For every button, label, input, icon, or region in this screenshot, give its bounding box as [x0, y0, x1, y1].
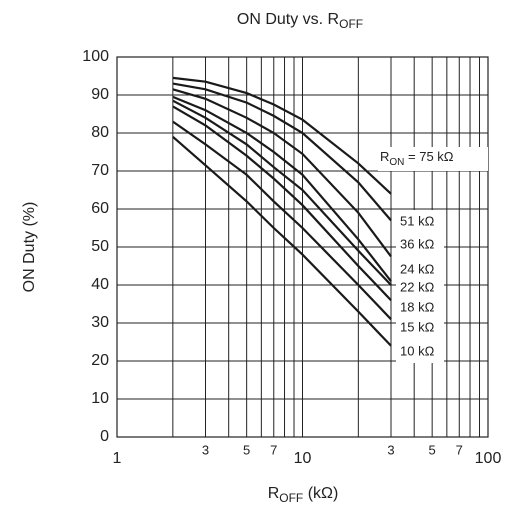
y-tick-label: 90 [91, 86, 109, 103]
chart-title: ON Duty vs. ROFF [237, 11, 363, 31]
curve [172, 105, 392, 301]
label-part: R [380, 149, 389, 164]
x-tick-label: 5 [429, 442, 436, 457]
x-tick-label: 3 [387, 442, 394, 457]
y-tick-label: 30 [91, 314, 109, 331]
legend-entry: 24 kΩ [400, 261, 435, 276]
curve [172, 82, 392, 222]
x-tick-label: 7 [270, 442, 277, 457]
curve [172, 88, 392, 258]
series-label: RON = 75 kΩ [380, 149, 454, 167]
legend-entry: 36 kΩ [400, 236, 435, 251]
x-tick-label: 7 [456, 442, 463, 457]
label-part: ON [389, 157, 404, 168]
legend-entry: 22 kΩ [400, 279, 435, 294]
y-tick-label: 40 [91, 276, 109, 293]
x-axis-label: ROFF (kΩ) [268, 485, 339, 505]
legend-entry: 75 kΩ [419, 149, 454, 164]
y-tick-label: 100 [82, 48, 109, 65]
label-background [396, 210, 444, 363]
y-tick-label: 50 [91, 238, 109, 255]
y-axis-label: ON Duty (%) [21, 202, 38, 293]
legend-entry: 51 kΩ [400, 213, 435, 228]
y-tick-label: 70 [91, 162, 109, 179]
curve [172, 95, 392, 282]
x-tick-label: 1 [113, 450, 122, 467]
curve [172, 135, 392, 347]
legend-entry: 18 kΩ [400, 299, 435, 314]
x-tick-label: 100 [475, 450, 502, 467]
x-tick-label: 5 [243, 442, 250, 457]
curve [172, 120, 392, 320]
label-background [378, 147, 488, 171]
label-part: = [404, 149, 419, 164]
y-tick-label: 80 [91, 124, 109, 141]
x-tick-label: 10 [294, 450, 312, 467]
legend-entry: 15 kΩ [400, 319, 435, 334]
y-tick-label: 60 [91, 200, 109, 217]
curve [172, 99, 392, 286]
y-tick-label: 20 [91, 352, 109, 369]
y-tick-label: 10 [91, 390, 109, 407]
plot-frame [116, 56, 489, 438]
y-tick-label: 0 [100, 428, 109, 445]
legend-entry: 10 kΩ [400, 343, 435, 358]
x-tick-label: 3 [202, 442, 209, 457]
curve [172, 76, 392, 195]
